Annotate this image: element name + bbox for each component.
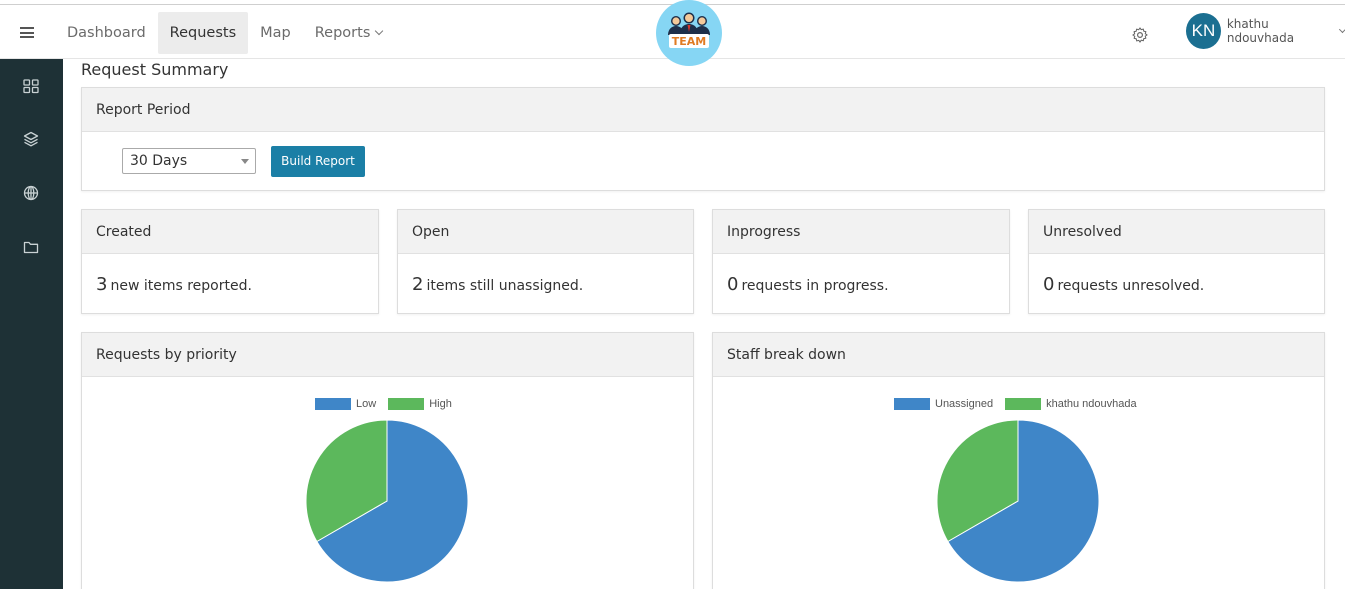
pie-slice-high[interactable]: [305, 419, 388, 543]
chevron-down-icon: [1339, 25, 1345, 33]
staff-chart-panel: Staff break down Unassigned khathu ndouv…: [712, 332, 1325, 589]
pie-slice-unassigned[interactable]: [947, 419, 1100, 583]
stat-unresolved-panel: Unresolved 0 requests unresolved.: [1028, 209, 1325, 314]
nav-requests[interactable]: Requests: [157, 12, 249, 54]
legend-swatch: [894, 398, 930, 410]
menu-icon[interactable]: [20, 27, 34, 38]
nav-requests-label: Requests: [169, 25, 237, 41]
avatar: KN: [1186, 13, 1221, 49]
nav-map[interactable]: Map: [248, 12, 303, 54]
folder-icon[interactable]: [22, 238, 40, 256]
pie-slice-low[interactable]: [316, 419, 469, 583]
stat-text: items still unassigned.: [426, 278, 584, 294]
stat-value: 2: [412, 274, 424, 295]
nav-reports-label: Reports: [314, 25, 371, 41]
globe-icon[interactable]: [22, 184, 40, 202]
grid-icon[interactable]: [22, 77, 40, 95]
stat-value: 3: [96, 274, 108, 295]
stat-title: Inprogress: [713, 210, 1009, 254]
stat-text: requests in progress.: [741, 278, 889, 294]
legend-swatch: [1005, 398, 1042, 410]
chart-title: Staff break down: [713, 333, 1324, 377]
stat-created-panel: Created 3 new items reported.: [81, 209, 379, 314]
logo-text: TEAM: [672, 35, 706, 48]
sidebar: [0, 59, 63, 589]
stat-text: requests unresolved.: [1057, 278, 1205, 294]
period-select-value: 30 Days: [130, 153, 188, 169]
pie-chart: [936, 419, 1100, 583]
page-title: Request Summary: [81, 60, 229, 79]
stat-value: 0: [727, 274, 739, 295]
user-name: khathu ndouvhada: [1226, 17, 1295, 45]
stat-inprogress-panel: Inprogress 0 requests in progress.: [712, 209, 1010, 314]
nav-reports[interactable]: Reports: [303, 12, 395, 54]
stat-open-panel: Open 2 items still unassigned.: [397, 209, 694, 314]
stat-value: 0: [1043, 274, 1055, 295]
chart-legend: Unassigned khathu ndouvhada: [894, 398, 1149, 410]
layers-icon[interactable]: [22, 130, 40, 148]
dropdown-arrow-icon: [241, 159, 249, 164]
report-period-title: Report Period: [82, 88, 1324, 132]
chart-title: Requests by priority: [82, 333, 693, 377]
nav-dashboard-label: Dashboard: [67, 25, 146, 41]
stat-title: Created: [82, 210, 378, 254]
legend-label: khathu ndouvhada: [1046, 398, 1137, 410]
legend-label: Unassigned: [935, 398, 994, 410]
legend-swatch: [315, 398, 351, 410]
main-nav: Dashboard Requests Map Reports: [55, 12, 394, 54]
user-menu[interactable]: KN khathu ndouvhada: [1186, 13, 1345, 49]
stat-text: new items reported.: [110, 278, 252, 294]
chart-legend: Low High: [315, 398, 464, 410]
gear-icon[interactable]: [1131, 26, 1149, 44]
chevron-down-icon: [375, 26, 384, 36]
team-logo[interactable]: TEAM: [656, 0, 722, 66]
nav-map-label: Map: [260, 25, 291, 41]
stat-title: Open: [398, 210, 693, 254]
legend-label: High: [429, 398, 452, 410]
report-period-panel: Report Period 30 Days Build Report: [81, 87, 1325, 191]
legend-label: Low: [356, 398, 377, 410]
legend-swatch: [388, 398, 425, 410]
stat-title: Unresolved: [1029, 210, 1324, 254]
pie-chart: [305, 419, 469, 583]
pie-slice-khathu-ndouvhada[interactable]: [936, 419, 1019, 543]
nav-dashboard[interactable]: Dashboard: [55, 12, 158, 54]
period-select[interactable]: 30 Days: [122, 148, 256, 174]
build-report-button[interactable]: Build Report: [271, 146, 365, 177]
priority-chart-panel: Requests by priority Low High: [81, 332, 694, 589]
